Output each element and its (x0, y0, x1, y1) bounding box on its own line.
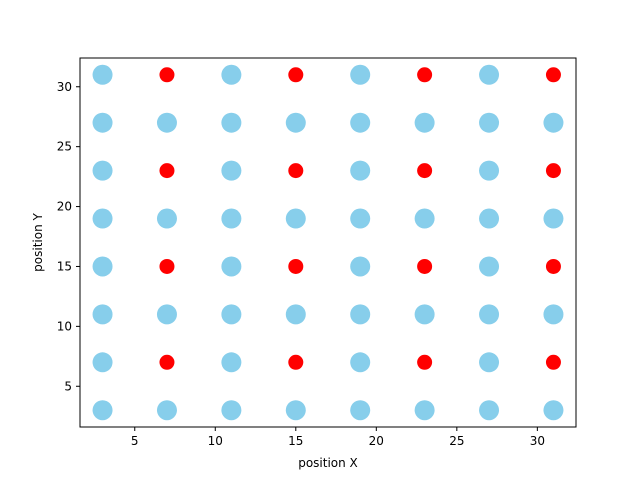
y-axis-ticks: 5 10 15 20 25 30 (57, 80, 80, 393)
y-tick-label: 10 (57, 319, 72, 333)
scatter-point-red (545, 258, 561, 274)
scatter-point-blue (285, 400, 306, 421)
scatter-point-red (159, 354, 175, 370)
scatter-point-blue (479, 112, 500, 133)
scatter-point-blue (414, 112, 435, 133)
scatter-point-blue (92, 112, 113, 133)
scatter-point-blue (350, 400, 371, 421)
x-axis-ticks: 5 10 15 20 25 30 (131, 427, 545, 448)
scatter-point-red (288, 67, 304, 83)
y-tick-label: 5 (64, 379, 72, 393)
x-tick-label: 20 (369, 434, 384, 448)
scatter-point-red (545, 354, 561, 370)
scatter-point-blue (479, 400, 500, 421)
scatter-point-blue (350, 64, 371, 85)
scatter-point-red (545, 163, 561, 179)
scatter-point-blue (543, 400, 564, 421)
y-tick-label: 25 (57, 140, 72, 154)
scatter-point-blue (414, 304, 435, 325)
scatter-point-blue (92, 400, 113, 421)
x-tick-label: 5 (131, 434, 139, 448)
x-tick-label: 15 (288, 434, 303, 448)
scatter-point-blue (350, 208, 371, 229)
scatter-point-blue (350, 112, 371, 133)
scatter-marks (92, 64, 564, 421)
scatter-point-red (159, 163, 175, 179)
scatter-point-red (288, 354, 304, 370)
scatter-point-blue (156, 400, 177, 421)
x-tick-label: 30 (530, 434, 545, 448)
scatter-point-blue (221, 352, 242, 373)
scatter-point-blue (479, 160, 500, 181)
scatter-point-blue (479, 304, 500, 325)
scatter-point-blue (479, 352, 500, 373)
scatter-point-blue (221, 64, 242, 85)
scatter-point-blue (543, 112, 564, 133)
scatter-point-red (417, 67, 433, 83)
x-axis-label: position X (298, 456, 358, 470)
scatter-point-blue (285, 112, 306, 133)
x-tick-label: 10 (208, 434, 223, 448)
scatter-point-blue (479, 64, 500, 85)
scatter-point-blue (156, 208, 177, 229)
scatter-point-red (288, 163, 304, 179)
scatter-point-red (417, 354, 433, 370)
scatter-point-blue (350, 304, 371, 325)
scatter-point-blue (221, 400, 242, 421)
y-tick-label: 20 (57, 200, 72, 214)
scatter-point-blue (92, 160, 113, 181)
scatter-point-blue (414, 400, 435, 421)
scatter-point-blue (92, 256, 113, 277)
scatter-point-blue (285, 208, 306, 229)
scatter-point-blue (543, 208, 564, 229)
scatter-point-blue (414, 208, 435, 229)
scatter-point-blue (221, 160, 242, 181)
scatter-point-blue (479, 208, 500, 229)
scatter-point-blue (156, 112, 177, 133)
scatter-point-red (545, 67, 561, 83)
scatter-point-red (288, 258, 304, 274)
plot-area-border (79, 57, 577, 428)
scatter-point-blue (92, 352, 113, 373)
scatter-point-blue (479, 256, 500, 277)
axes-frame (79, 57, 577, 428)
scatter-point-blue (92, 64, 113, 85)
y-tick-label: 30 (57, 80, 72, 94)
scatter-point-red (417, 163, 433, 179)
scatter-point-blue (221, 112, 242, 133)
scatter-point-blue (92, 208, 113, 229)
scatter-point-blue (221, 208, 242, 229)
x-tick-label: 25 (449, 434, 464, 448)
scatter-point-blue (221, 256, 242, 277)
y-axis-label: position Y (31, 212, 45, 271)
scatter-point-red (159, 67, 175, 83)
scatter-point-blue (221, 304, 242, 325)
scatter-point-blue (92, 304, 113, 325)
scatter-point-blue (350, 160, 371, 181)
scatter-point-blue (156, 304, 177, 325)
scatter-point-blue (350, 352, 371, 373)
y-tick-label: 15 (57, 259, 72, 273)
scatter-point-red (159, 258, 175, 274)
scatter-point-blue (350, 256, 371, 277)
scatter-point-red (417, 258, 433, 274)
scatter-point-blue (543, 304, 564, 325)
scatter-point-blue (285, 304, 306, 325)
